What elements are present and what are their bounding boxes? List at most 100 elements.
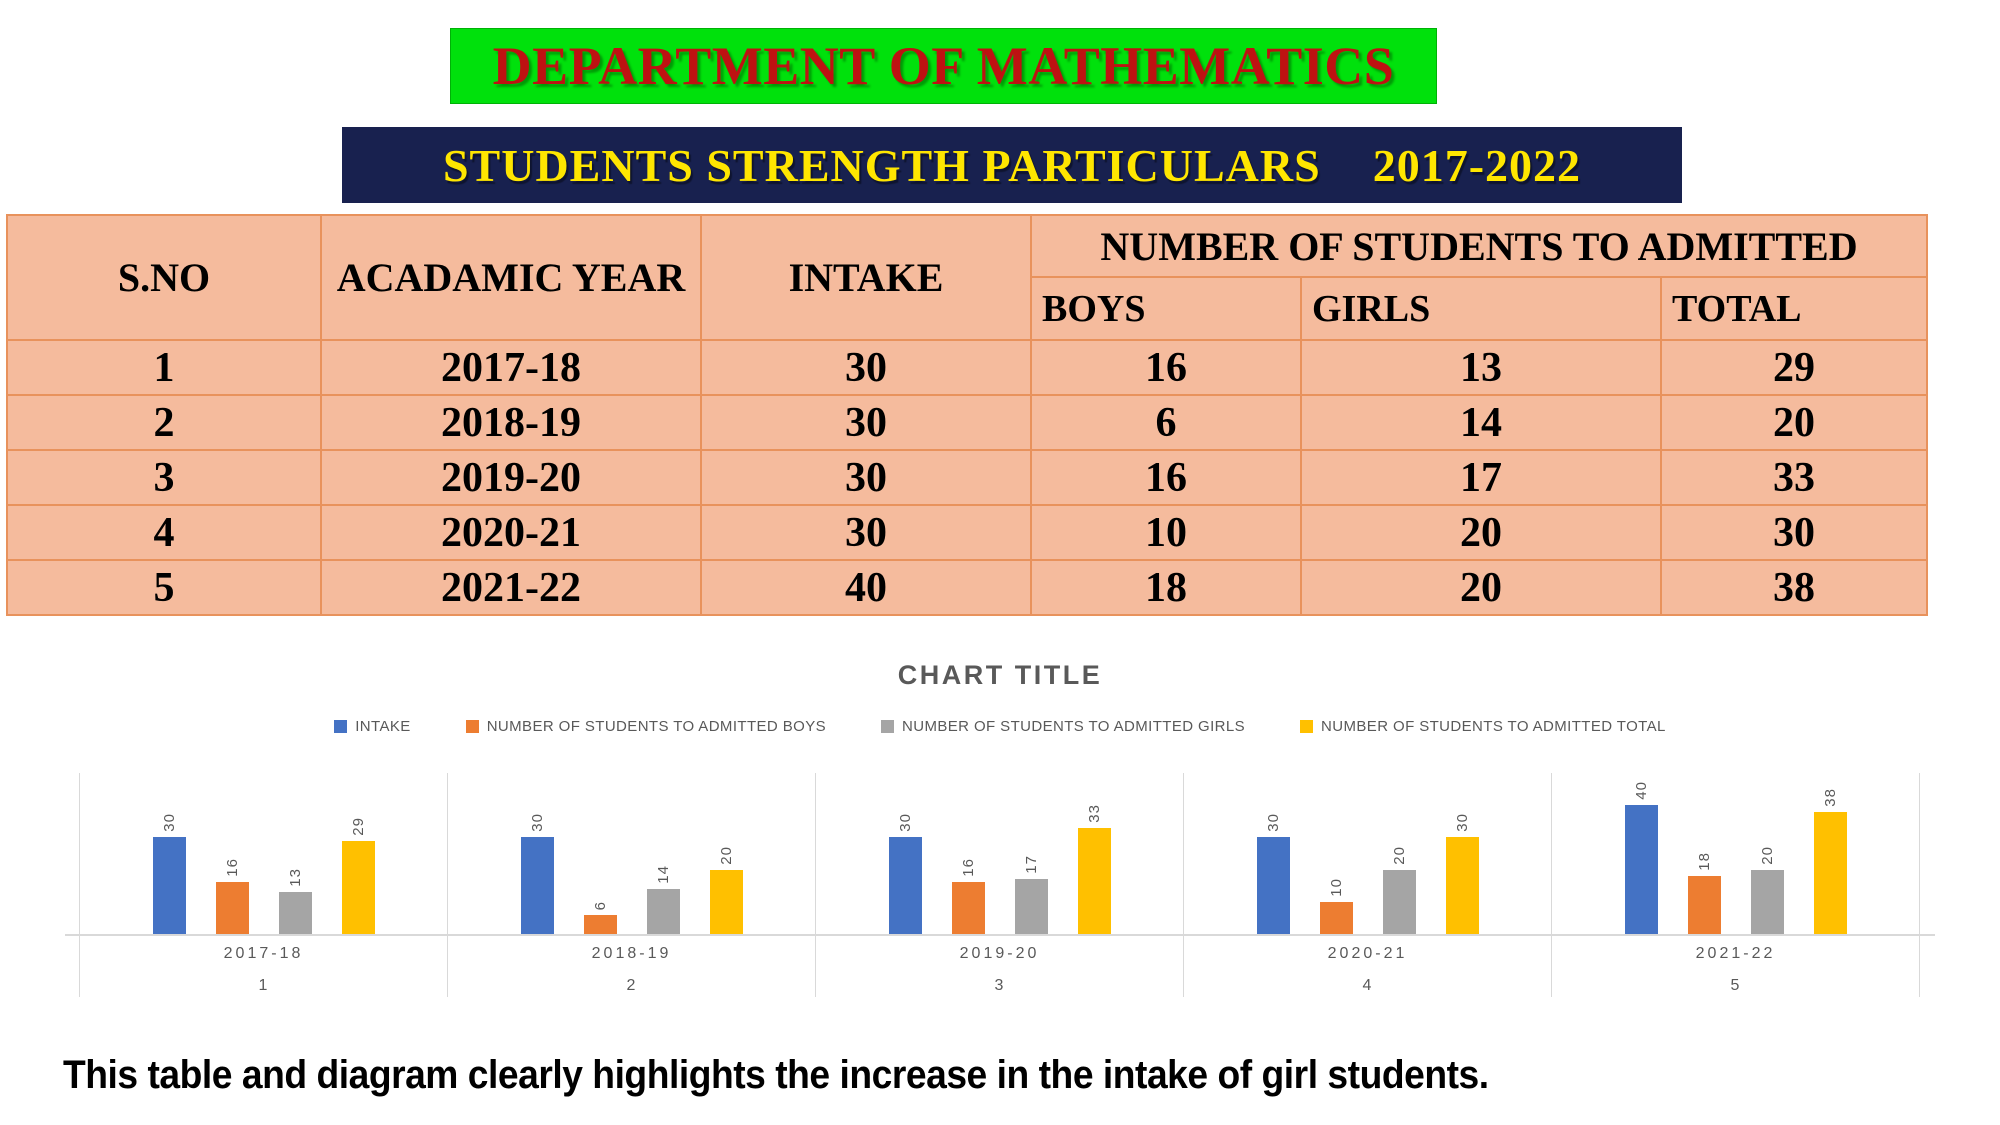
- table-cell: 30: [1659, 504, 1929, 561]
- table-cell: 2017-18: [320, 339, 702, 396]
- legend-item: NUMBER OF STUDENTS TO ADMITTED GIRLS: [881, 718, 1245, 735]
- bar: [1014, 879, 1048, 934]
- bar-column: 29: [341, 817, 375, 934]
- bar-group: 30 16 13 29: [80, 773, 447, 934]
- bar: [152, 837, 186, 934]
- legend-label: INTAKE: [355, 718, 411, 735]
- legend-swatch-icon: [465, 720, 479, 733]
- table-row: 5 2021-22 40 18 20 38: [6, 559, 1929, 616]
- bar-column: 17: [1014, 855, 1048, 934]
- chart-title: CHART TITLE: [897, 660, 1103, 690]
- bar-column: 16: [215, 858, 249, 934]
- bar-data-label: 20: [1758, 846, 1776, 865]
- subtitle-banner: STUDENTS STRENGTH PARTICULARS 2017-2022: [342, 127, 1682, 203]
- legend-item: INTAKE: [334, 718, 410, 735]
- conclusion-text: This table and diagram clearly highlight…: [63, 1053, 1489, 1097]
- bar-column: 20: [1382, 846, 1416, 934]
- chart-category-panel: 30 16 13 29 2017-18 1: [79, 773, 448, 997]
- table-cell: 10: [1030, 504, 1302, 561]
- bar-data-label: 33: [1085, 804, 1103, 823]
- col-header-year: ACADAMIC YEAR: [320, 214, 702, 341]
- bar-data-label: 17: [1022, 855, 1040, 874]
- bar: [583, 915, 617, 934]
- col-header-total: TOTAL: [1659, 276, 1929, 341]
- bar-column: 30: [888, 813, 922, 934]
- col-header-admitted-group: NUMBER OF STUDENTS TO ADMITTED: [1029, 214, 1929, 278]
- table-cell: 16: [1030, 449, 1302, 506]
- category-group-number: 1: [258, 977, 269, 994]
- bar: [1256, 837, 1290, 934]
- col-header-intake: INTAKE: [700, 214, 1032, 341]
- bar-data-label: 38: [1821, 788, 1839, 807]
- bar: [1813, 812, 1847, 934]
- bar: [1445, 837, 1479, 934]
- bar-group: 30 6 14 20: [448, 773, 815, 934]
- bar-column: 30: [1256, 813, 1290, 934]
- table-cell: 6: [1030, 394, 1302, 451]
- table-cell: 29: [1659, 339, 1929, 396]
- subtitle-years: 2017-2022: [1372, 139, 1582, 191]
- table-cell: 4: [6, 504, 322, 561]
- table-cell: 3: [6, 449, 322, 506]
- subtitle-text: STUDENTS STRENGTH PARTICULARS: [442, 139, 1321, 191]
- bar: [951, 882, 985, 934]
- table-cell: 1: [6, 339, 322, 396]
- table-cell: 20: [1659, 394, 1929, 451]
- col-header-boys: BOYS: [1030, 276, 1302, 341]
- table-cell: 40: [700, 559, 1032, 616]
- category-axis-label: 2019-20: [959, 945, 1040, 962]
- bar: [278, 892, 312, 934]
- bar-data-label: 20: [717, 846, 735, 865]
- bar-group: 40 18 20 38: [1552, 773, 1919, 934]
- chart-category-panel: 30 10 20 30 2020-21 4: [1184, 773, 1552, 997]
- category-axis-label: 2021-22: [1695, 945, 1776, 962]
- table-cell: 2020-21: [320, 504, 702, 561]
- bar: [1687, 876, 1721, 934]
- bar-column: 30: [152, 813, 186, 934]
- table-row: 3 2019-20 30 16 17 33: [6, 449, 1929, 506]
- table-cell: 30: [700, 339, 1032, 396]
- bar-data-label: 18: [1695, 852, 1713, 871]
- bar-data-label: 40: [1632, 781, 1650, 800]
- bar-data-label: 30: [528, 813, 546, 832]
- table-cell: 20: [1300, 559, 1662, 616]
- bar-data-label: 30: [896, 813, 914, 832]
- bar-column: 13: [278, 868, 312, 934]
- students-strength-table: S.NO ACADAMIC YEAR INTAKE NUMBER OF STUD…: [6, 214, 1929, 616]
- legend-label: NUMBER OF STUDENTS TO ADMITTED TOTAL: [1321, 718, 1666, 735]
- chart-category-panel: 30 16 17 33 2019-20 3: [816, 773, 1184, 997]
- legend-swatch-icon: [1300, 720, 1314, 733]
- table-row: 4 2020-21 30 10 20 30: [6, 504, 1929, 561]
- table-cell: 5: [6, 559, 322, 616]
- bar-column: 18: [1687, 852, 1721, 934]
- bar-column: 40: [1624, 781, 1658, 934]
- category-axis-label: 2018-19: [591, 945, 672, 962]
- bar-column: 33: [1077, 804, 1111, 934]
- table-cell: 2: [6, 394, 322, 451]
- category-group-number: 2: [626, 977, 637, 994]
- bar-data-label: 29: [349, 817, 367, 836]
- col-header-girls: GIRLS: [1300, 276, 1662, 341]
- category-axis-label: 2020-21: [1327, 945, 1408, 962]
- category-group-number: 3: [994, 977, 1005, 994]
- legend-swatch-icon: [334, 720, 348, 733]
- bar: [1382, 870, 1416, 934]
- table-row: 1 2017-18 30 16 13 29: [6, 339, 1929, 396]
- table-cell: 30: [700, 504, 1032, 561]
- table-cell: 2019-20: [320, 449, 702, 506]
- table-cell: 16: [1030, 339, 1302, 396]
- table-cell: 2021-22: [320, 559, 702, 616]
- table-cell: 14: [1300, 394, 1662, 451]
- bar-column: 14: [646, 865, 680, 934]
- legend-swatch-icon: [881, 720, 894, 733]
- bar: [1624, 805, 1658, 934]
- table-cell: 30: [700, 394, 1032, 451]
- bar-column: 30: [520, 813, 554, 934]
- chart-legend: INTAKE NUMBER OF STUDENTS TO ADMITTED BOY…: [0, 718, 2000, 735]
- bar-data-label: 20: [1390, 846, 1408, 865]
- bar-data-label: 30: [160, 813, 178, 832]
- table-cell: 38: [1659, 559, 1929, 616]
- table-cell: 18: [1030, 559, 1302, 616]
- table-cell: 2018-19: [320, 394, 702, 451]
- bar-column: 20: [709, 846, 743, 934]
